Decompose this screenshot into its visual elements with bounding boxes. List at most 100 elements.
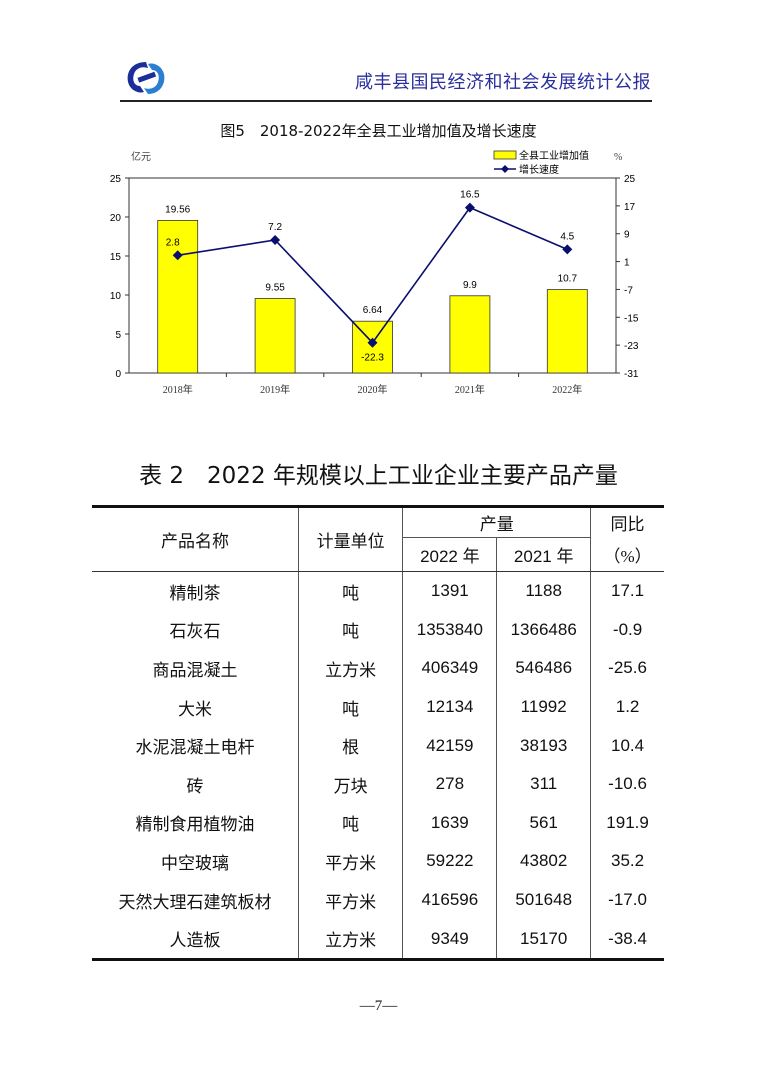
right-tick-label: 1 (624, 258, 630, 269)
output-2021: 1366486 (496, 610, 591, 650)
bar-value-label: 10.7 (558, 274, 578, 285)
x-tick-label: 2019年 (260, 383, 290, 396)
bulletin-logo (127, 62, 165, 94)
product-name: 精制食用植物油 (135, 815, 255, 835)
output-2021: 501648 (496, 880, 591, 920)
table-row: 天然大理石建筑板材 平方米 416596 501648 -17.0 (92, 880, 664, 920)
left-tick-label: 10 (110, 291, 122, 302)
right-tick-label: -23 (624, 341, 639, 352)
product-name: 石灰石 (169, 622, 221, 642)
table-row: 砖 万块 278 311 -10.6 (92, 764, 664, 804)
output-2022: 42159 (402, 726, 497, 765)
x-tick-label: 2021年 (455, 383, 485, 396)
table-row: 精制茶 吨 1391 1188 17.1 (92, 571, 664, 611)
output-2022: 406349 (402, 649, 497, 688)
legend-line-marker (501, 165, 509, 173)
yoy-change: 10.4 (590, 726, 664, 765)
yoy-change: 35.2 (590, 842, 664, 881)
x-tick-label: 2020年 (358, 383, 388, 396)
unit: 吨 (297, 571, 403, 611)
output-2021: 43802 (496, 842, 591, 881)
left-tick-label: 20 (110, 213, 122, 224)
yoy-change: 17.1 (590, 571, 664, 611)
bar-value-label: 9.9 (463, 280, 477, 291)
bar-value-label: 19.56 (165, 204, 190, 215)
output-2022: 12134 (402, 687, 497, 727)
right-tick-label: -31 (624, 369, 639, 380)
output-2022: 1391 (402, 571, 497, 611)
legend-bar-swatch (493, 150, 517, 160)
bar (449, 295, 491, 374)
growth-marker (562, 244, 573, 255)
header-product-name: 产品名称 (92, 506, 299, 572)
header-unit: 计量单位 (297, 506, 403, 572)
legend-line-label: 增长速度 (519, 163, 559, 176)
left-tick-label: 0 (115, 369, 121, 380)
industry-value-chart: 0 5 10 15 20 25 -31 -23 -15 -7 1 9 17 25 亿元 % 19.56 2018年… (110, 149, 639, 396)
header-2021: 2021 年 (496, 537, 591, 572)
figure-title: 图5 2018-2022年全县工业增加值及增长速度 (220, 122, 537, 140)
yoy-change: -38.4 (590, 919, 664, 960)
output-2022: 59222 (402, 842, 497, 881)
growth-value-label: 7.2 (268, 222, 282, 233)
product-name: 天然大理石建筑板材 (118, 892, 272, 912)
page-number: —7— (359, 998, 398, 1014)
header-2022: 2022 年 (402, 537, 497, 572)
table-row: 商品混凝土 立方米 406349 546486 -25.6 (92, 649, 664, 688)
product-name: 商品混凝土 (152, 660, 238, 680)
header-yoy-unit: （%） (590, 537, 664, 572)
yoy-change: 191.9 (590, 803, 664, 843)
output-2022: 9349 (402, 919, 497, 960)
output-2021: 38193 (496, 726, 591, 765)
unit: 吨 (297, 687, 403, 727)
table-row: 大米 吨 12134 11992 1.2 (92, 687, 664, 727)
product-name: 中空玻璃 (160, 853, 229, 873)
growth-marker (367, 337, 378, 348)
output-2022: 416596 (402, 880, 497, 920)
growth-value-label: 4.5 (560, 231, 574, 242)
output-2021: 11992 (496, 687, 591, 727)
legend-bar-label: 全县工业增加值 (519, 149, 589, 162)
right-tick-label: 17 (624, 202, 636, 213)
output-2021: 546486 (496, 649, 591, 688)
bar-value-label: 6.64 (363, 305, 383, 316)
left-tick-label: 5 (115, 330, 121, 341)
x-tick-label: 2018年 (163, 383, 193, 396)
output-2021: 311 (496, 764, 591, 804)
header-yoy: 同比 (590, 506, 664, 538)
left-axis-label: 亿元 (131, 150, 151, 163)
table-title: 表 2 2022 年规模以上工业企业主要产品产量 (139, 463, 618, 489)
product-name: 人造板 (169, 931, 221, 951)
yoy-change: -0.9 (590, 610, 664, 650)
growth-marker (464, 202, 475, 213)
product-name: 砖 (186, 776, 204, 796)
bar (157, 220, 199, 374)
unit: 万块 (297, 764, 403, 804)
left-tick-label: 15 (110, 252, 122, 263)
product-name: 大米 (177, 699, 212, 719)
product-name: 精制茶 (169, 583, 221, 603)
yoy-change: -25.6 (590, 649, 664, 688)
right-tick-label: 25 (624, 174, 636, 185)
right-tick-label: -15 (624, 313, 639, 324)
output-2022: 278 (402, 764, 497, 804)
table-row: 中空玻璃 平方米 59222 43802 35.2 (92, 842, 664, 881)
unit: 立方米 (297, 919, 403, 960)
unit: 平方米 (297, 880, 403, 920)
output-2021: 1188 (496, 571, 591, 611)
growth-value-label: 2.8 (166, 237, 180, 248)
unit: 平方米 (297, 842, 403, 881)
table-row: 精制食用植物油 吨 1639 561 191.9 (92, 803, 664, 843)
right-tick-label: -7 (624, 285, 633, 296)
yoy-change: -10.6 (590, 764, 664, 804)
bar-value-label: 9.55 (265, 283, 285, 294)
output-2021: 15170 (496, 919, 591, 960)
growth-marker (172, 250, 183, 261)
output-2022: 1639 (402, 803, 497, 843)
right-axis-label: % (614, 152, 622, 163)
unit: 吨 (297, 803, 403, 843)
growth-marker (270, 234, 281, 245)
table-row: 水泥混凝土电杆 根 42159 38193 10.4 (92, 726, 664, 765)
table-row: 人造板 立方米 9349 15170 -38.4 (92, 919, 664, 960)
header-rule (120, 100, 652, 102)
